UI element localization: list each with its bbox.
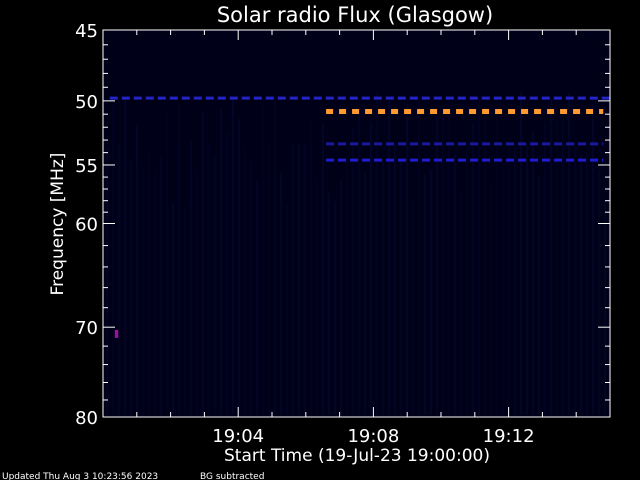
footer-note: BG subtracted	[200, 472, 264, 480]
y-tick-label: 55	[75, 156, 98, 177]
y-axis-label: Frequency [MHz]	[48, 153, 68, 296]
background-noise-streaks	[106, 90, 606, 415]
emission-features	[109, 96, 610, 338]
x-axis-label: Start Time (19-Jul-23 19:00:00)	[224, 446, 490, 466]
plot-area	[103, 30, 610, 417]
y-tick-label: 70	[75, 318, 98, 339]
footer-updated: Updated Thu Aug 3 10:23:56 2023	[2, 472, 158, 480]
emission-spot-70mhz	[114, 329, 119, 338]
y-tick-label: 50	[75, 92, 98, 113]
x-tick-label: 19:12	[483, 426, 535, 447]
y-tick-label: 60	[75, 215, 98, 236]
x-tick-label: 19:04	[212, 426, 264, 447]
y-axis: 45 50 55 60 70 80	[75, 21, 610, 429]
y-tick-label: 80	[75, 408, 98, 429]
x-axis: 19:04 19:08 19:12	[136, 30, 577, 447]
chart-title: Solar radio Flux (Glasgow)	[217, 3, 493, 27]
x-tick-label: 19:08	[347, 426, 399, 447]
y-tick-label: 45	[75, 21, 98, 42]
